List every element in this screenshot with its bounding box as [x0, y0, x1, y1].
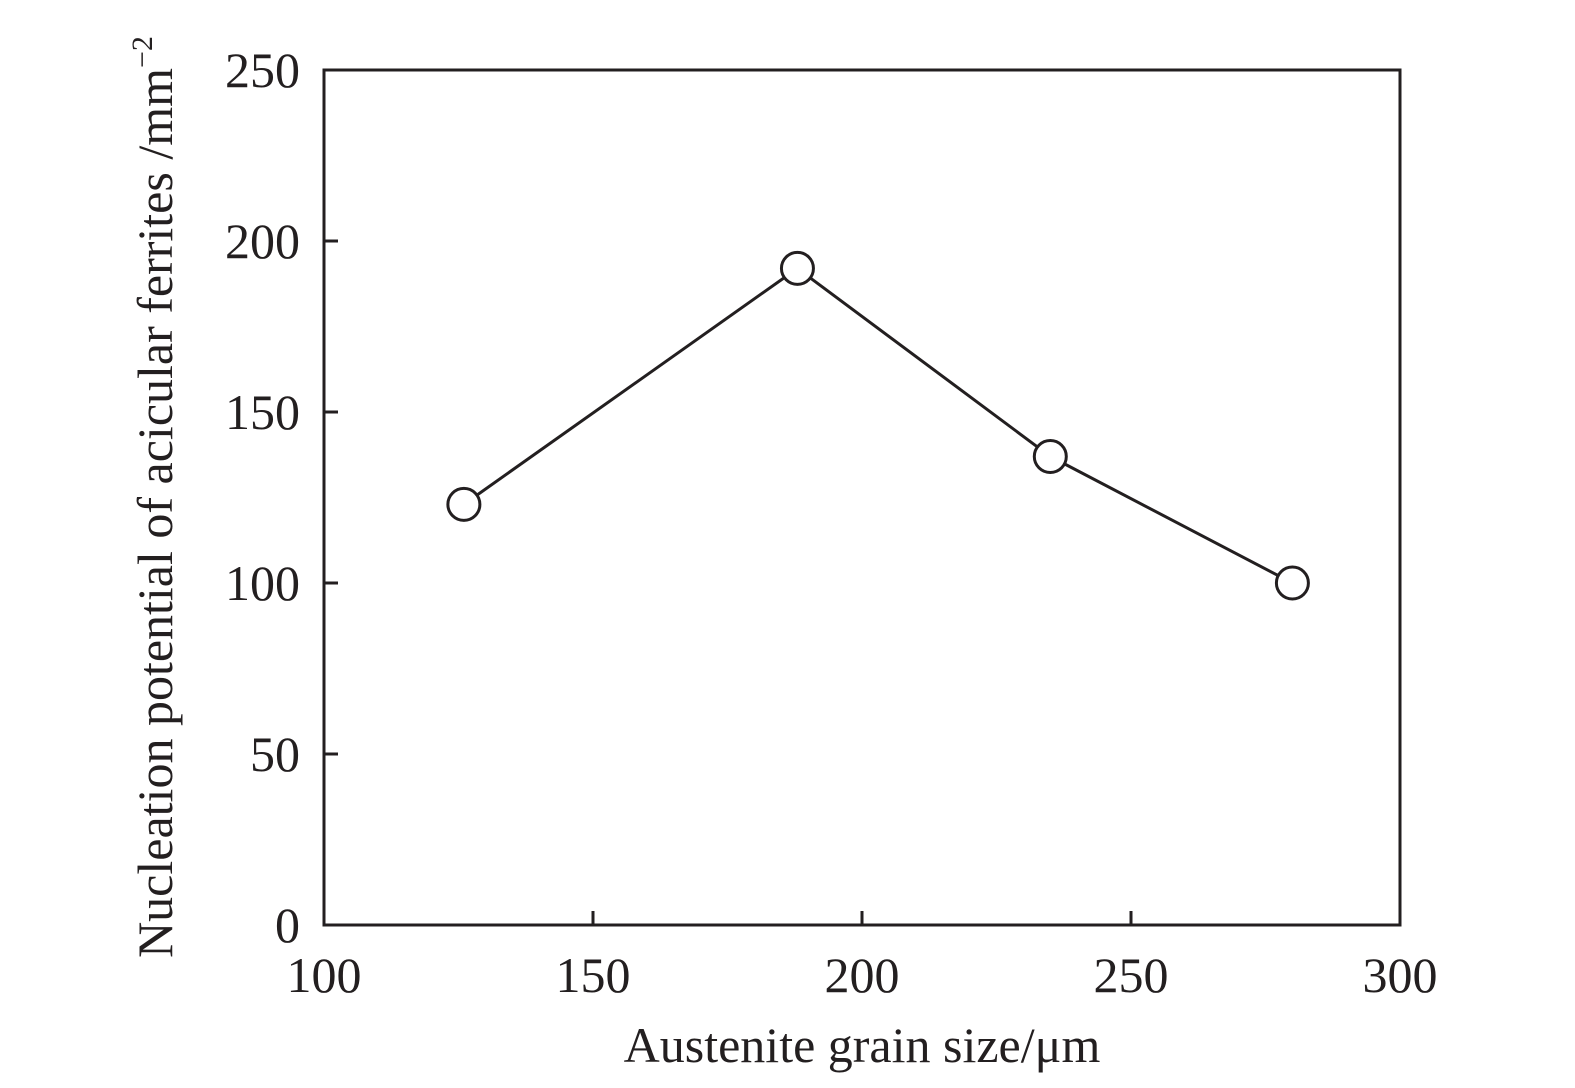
series-line-segment — [1063, 462, 1279, 577]
y-tick-label: 200 — [225, 213, 300, 269]
y-tick-label: 0 — [275, 897, 300, 953]
data-point-marker — [1032, 438, 1068, 474]
x-axis-title: Austenite grain size/μm — [624, 1017, 1101, 1073]
x-tick-label: 100 — [287, 947, 362, 1003]
series-layer — [446, 250, 1310, 601]
data-point-marker — [779, 250, 815, 286]
y-tick-label: 100 — [225, 555, 300, 611]
plot-frame — [322, 68, 1402, 927]
y-axis-title-text: Nucleation potential of acicular ferrite… — [127, 68, 183, 958]
series-line-segment — [809, 276, 1039, 449]
x-axis-ticks: 100 150 200 250 300 — [287, 911, 1438, 1003]
x-tick-label: 150 — [556, 947, 631, 1003]
x-tick-label: 250 — [1094, 947, 1169, 1003]
series-line-segment — [476, 276, 786, 497]
y-axis-ticks: 0 50 100 150 200 250 — [225, 42, 338, 953]
y-axis-title: Nucleation potential of acicular ferrite… — [126, 36, 183, 958]
y-tick-label: 50 — [250, 726, 300, 782]
y-tick-label: 250 — [225, 42, 300, 98]
y-axis-title-superscript: −2 — [126, 36, 159, 68]
y-tick-label: 150 — [225, 384, 300, 440]
x-tick-label: 200 — [825, 947, 900, 1003]
data-point-marker — [446, 486, 482, 522]
data-point-marker — [1274, 565, 1310, 601]
x-tick-label: 300 — [1363, 947, 1438, 1003]
